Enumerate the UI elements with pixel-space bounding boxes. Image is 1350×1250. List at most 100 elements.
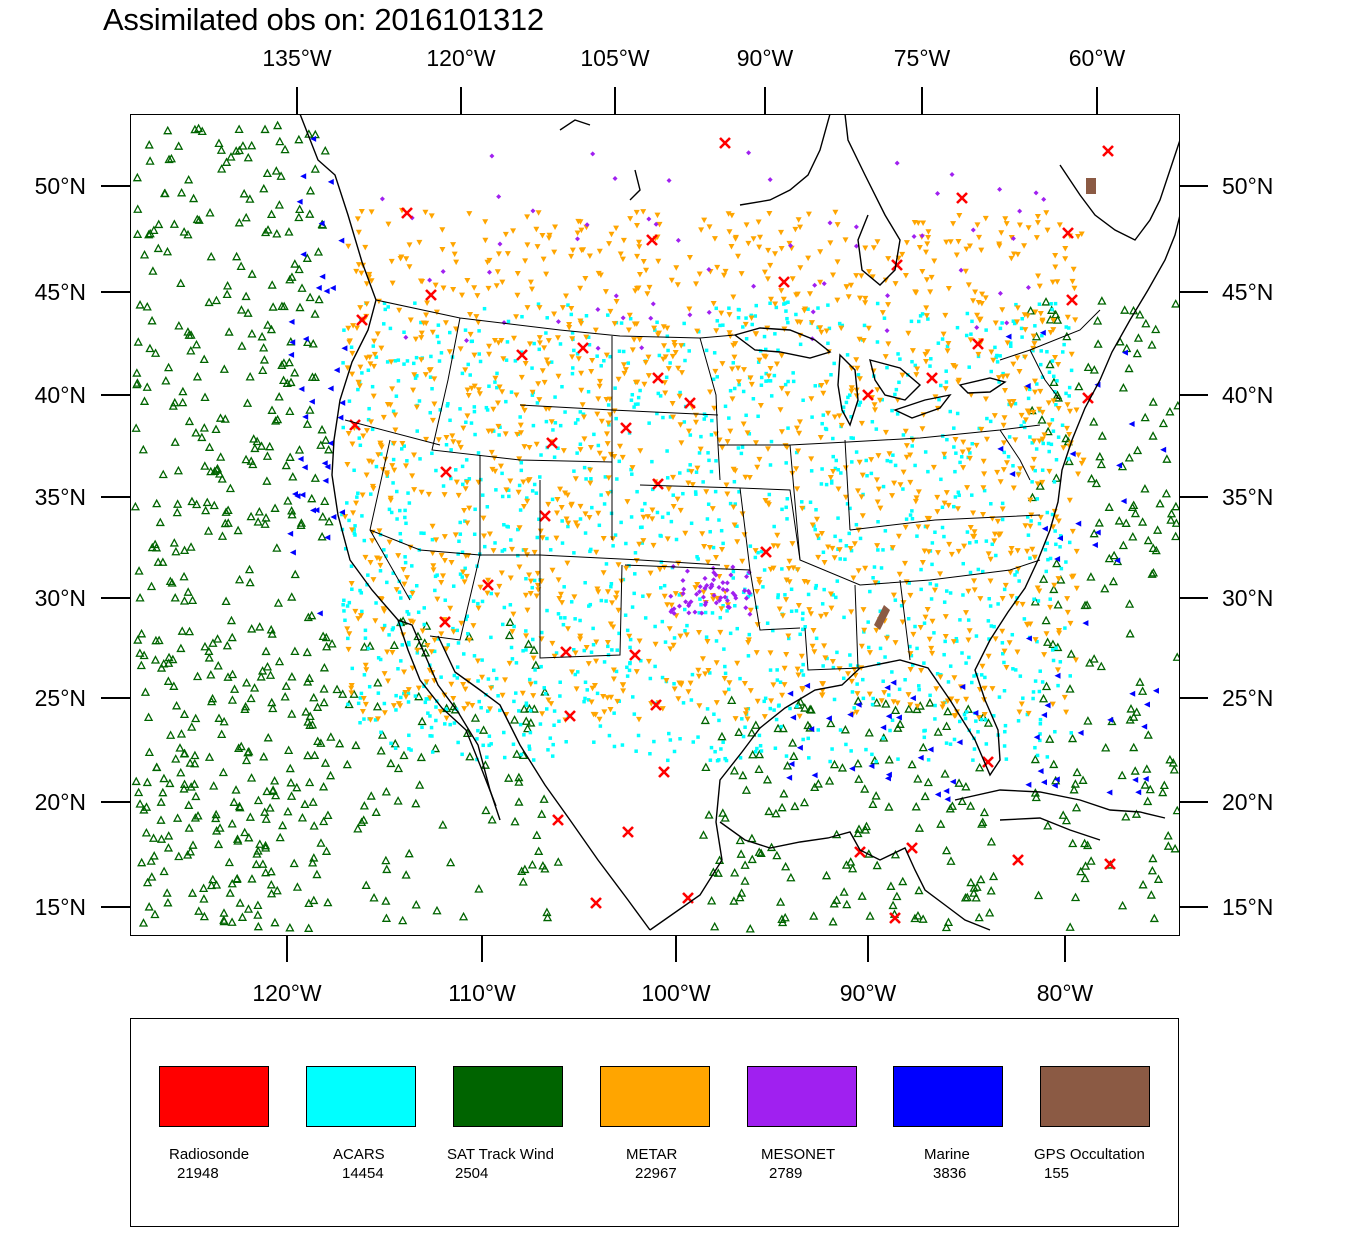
metar-marker <box>961 543 968 550</box>
acars-marker <box>970 680 974 685</box>
sat-track-wind-marker <box>250 683 260 692</box>
mesonet-marker <box>853 243 859 249</box>
acars-marker <box>356 701 361 706</box>
acars-marker <box>609 489 613 494</box>
sat-track-wind-marker <box>979 807 990 817</box>
acars-marker <box>694 470 699 474</box>
sat-track-wind-marker <box>164 652 174 662</box>
metar-marker <box>521 444 528 450</box>
acars-marker <box>352 468 356 473</box>
acars-marker <box>550 497 555 502</box>
acars-marker <box>865 473 869 478</box>
sat-track-wind-marker <box>523 639 534 648</box>
metar-marker <box>645 373 652 379</box>
metar-marker <box>725 211 732 217</box>
metar-marker <box>952 712 959 719</box>
metar-marker <box>1006 640 1013 646</box>
acars-marker <box>785 517 789 521</box>
sat-track-wind-marker <box>174 321 184 330</box>
sat-track-wind-marker <box>1052 390 1063 400</box>
acars-marker <box>1022 420 1026 424</box>
mesonet-marker <box>699 610 705 616</box>
sat-track-wind-marker <box>150 909 160 919</box>
marine-marker <box>302 413 309 420</box>
acars-marker <box>636 395 641 400</box>
sat-track-wind-marker <box>183 850 193 859</box>
acars-marker <box>741 389 746 394</box>
acars-marker <box>944 380 949 384</box>
sat-track-wind-marker <box>310 309 320 318</box>
acars-marker <box>406 691 411 696</box>
metar-marker <box>663 678 670 684</box>
metar-marker <box>757 234 764 241</box>
acars-marker <box>347 600 352 605</box>
metar-marker <box>866 650 873 656</box>
acars-marker <box>486 677 491 681</box>
marine-marker <box>811 772 818 779</box>
sat-track-wind-marker <box>236 305 247 314</box>
acars-marker <box>516 553 520 558</box>
metar-marker <box>1010 485 1017 492</box>
acars-marker <box>854 450 859 454</box>
acars-marker <box>1026 533 1031 537</box>
acars-marker <box>728 501 733 506</box>
acars-marker <box>838 538 843 543</box>
acars-marker <box>491 668 496 673</box>
mesonet-marker <box>697 589 703 595</box>
sat-track-wind-marker <box>319 816 329 826</box>
acars-marker <box>826 303 830 307</box>
marine-marker <box>884 684 891 691</box>
acars-marker <box>737 382 741 387</box>
metar-marker <box>470 623 477 629</box>
sat-track-wind-marker <box>173 813 183 822</box>
acars-marker <box>595 354 599 358</box>
metar-marker <box>640 538 647 544</box>
acars-marker <box>948 591 953 595</box>
acars-marker <box>370 427 375 432</box>
metar-marker <box>879 310 886 316</box>
acars-marker <box>1058 545 1062 549</box>
metar-marker <box>1032 309 1039 316</box>
acars-marker <box>1001 371 1005 376</box>
metar-marker <box>939 704 946 711</box>
sat-track-wind-marker <box>215 823 225 832</box>
sat-track-wind-marker <box>308 797 318 806</box>
metar-marker <box>622 367 629 373</box>
metar-marker <box>466 211 473 217</box>
acars-marker <box>1038 717 1043 722</box>
sat-track-wind-marker <box>745 924 755 933</box>
acars-marker <box>531 758 536 762</box>
metar-marker <box>553 535 560 542</box>
acars-marker <box>520 314 524 319</box>
metar-marker <box>697 446 704 453</box>
metar-marker <box>752 440 759 446</box>
legend-label: SAT Track Wind <box>447 1146 554 1163</box>
acars-marker <box>350 587 354 591</box>
sat-track-wind-marker <box>326 732 336 741</box>
metar-marker <box>640 259 647 265</box>
metar-marker <box>490 548 497 554</box>
acars-marker <box>963 716 968 721</box>
sat-track-wind-marker <box>249 434 259 443</box>
sat-track-wind-marker <box>1070 779 1080 788</box>
metar-marker <box>967 337 974 343</box>
sat-track-wind-marker <box>316 838 326 847</box>
metar-marker <box>1055 405 1062 412</box>
metar-marker <box>568 669 575 675</box>
bottom-lon-label: 90°W <box>840 980 897 1006</box>
acars-marker <box>480 599 485 604</box>
metar-marker <box>524 305 531 311</box>
sat-track-wind-marker <box>420 638 430 647</box>
acars-marker <box>948 664 953 668</box>
metar-marker <box>589 357 596 364</box>
mesonet-marker <box>684 568 690 574</box>
acars-marker <box>849 415 853 419</box>
sat-track-wind-marker <box>553 857 563 866</box>
metar-marker <box>838 325 845 332</box>
radiosonde-marker <box>1104 858 1116 870</box>
metar-marker <box>739 558 746 565</box>
metar-marker <box>448 559 455 566</box>
acars-marker <box>1060 423 1065 427</box>
acars-marker <box>889 459 893 464</box>
metar-marker <box>902 524 909 531</box>
